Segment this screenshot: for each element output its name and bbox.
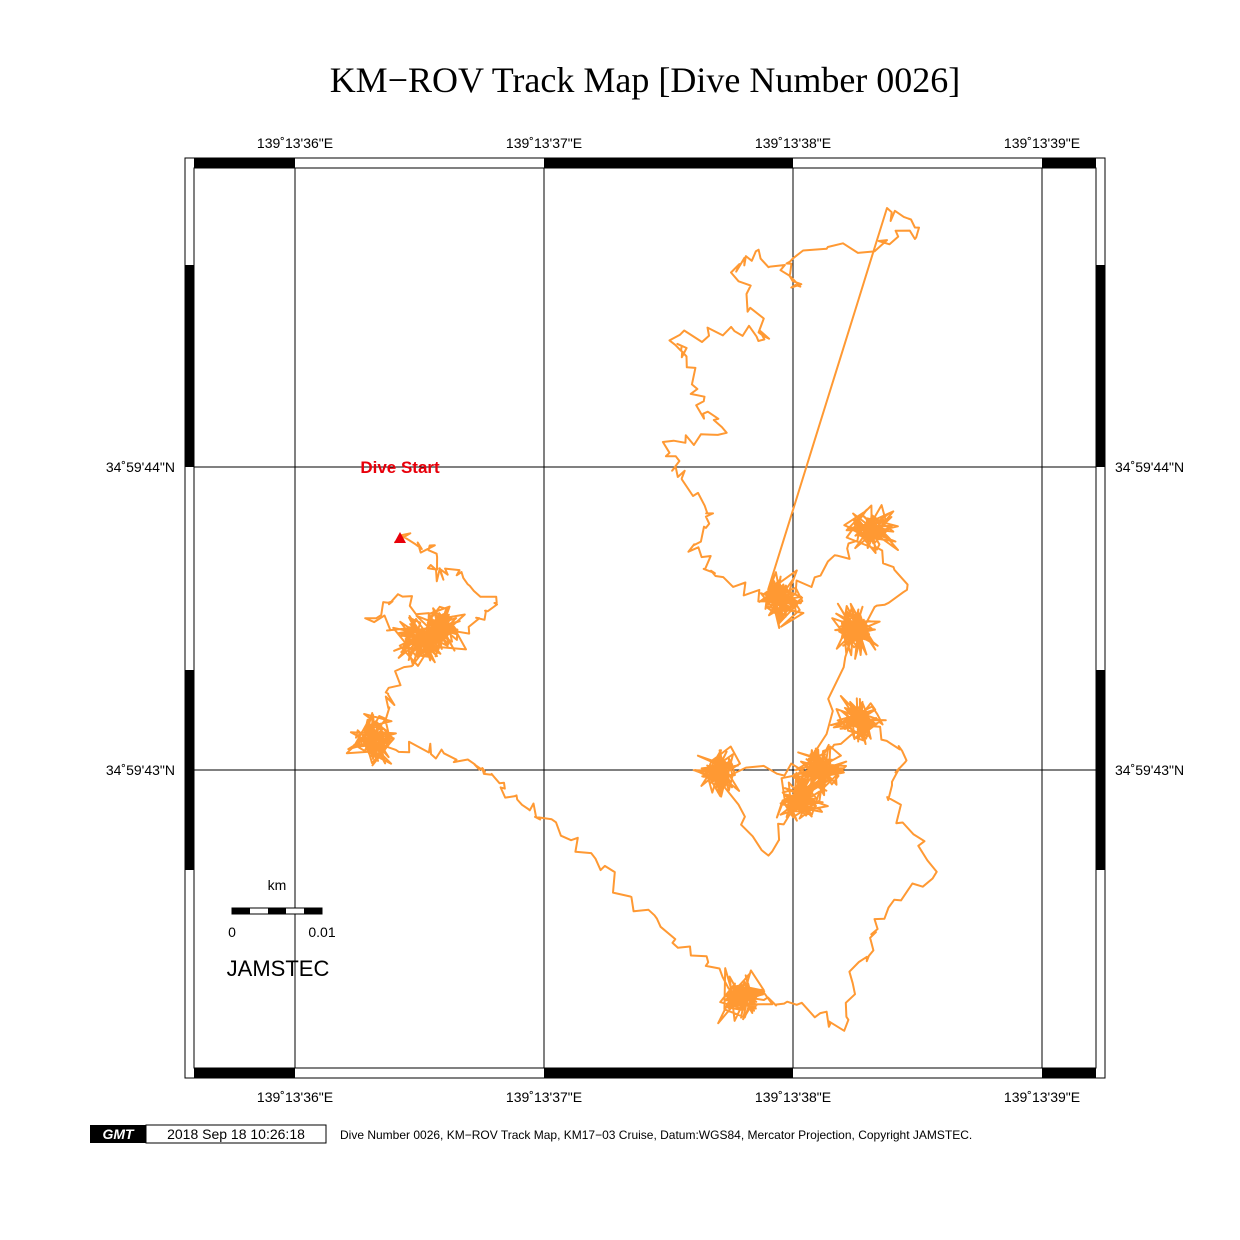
timestamp-box [145, 1124, 327, 1144]
checker [1042, 1068, 1096, 1078]
scale-label: 0.01 [308, 924, 335, 940]
checker [194, 158, 295, 168]
scale-bar: km 0 0.01 JAMSTEC [227, 877, 336, 981]
lat-labels: 34˚59'44"N 34˚59'43"N 34˚59'44"N 34˚59'4… [106, 459, 1184, 778]
title: KM−ROV Track Map [Dive Number 0026] [330, 60, 961, 100]
scale-seg [268, 908, 286, 914]
rov-track [345, 207, 938, 1032]
checker [544, 1068, 793, 1078]
scale-seg [304, 908, 322, 914]
lon-label: 139˚13'39"E [1004, 135, 1080, 151]
footer: GMT 2018 Sep 18 10:26:18 Dive Number 002… [90, 1124, 972, 1144]
lon-label: 139˚13'36"E [257, 135, 333, 151]
lon-label: 139˚13'36"E [257, 1089, 333, 1105]
lat-label: 34˚59'44"N [1115, 459, 1184, 475]
start-label: Dive Start [360, 458, 440, 477]
lon-label: 139˚13'37"E [506, 135, 582, 151]
timestamp: 2018 Sep 18 10:26:18 [167, 1126, 305, 1142]
checker [1096, 265, 1105, 467]
scale-label: 0 [228, 924, 236, 940]
logo: GMT [102, 1126, 135, 1142]
lon-label: 139˚13'38"E [755, 135, 831, 151]
scale-seg [232, 908, 250, 914]
organization: JAMSTEC [227, 956, 330, 981]
start-marker [394, 532, 406, 543]
lat-label: 34˚59'43"N [1115, 762, 1184, 778]
lat-label: 34˚59'44"N [106, 459, 175, 475]
checker-border [185, 158, 1105, 1078]
lon-label: 139˚13'38"E [755, 1089, 831, 1105]
checker [544, 158, 793, 168]
graticule [194, 168, 1096, 1068]
caption: Dive Number 0026, KM−ROV Track Map, KM17… [340, 1128, 972, 1142]
scale-unit: km [268, 877, 287, 893]
lon-labels: 139˚13'36"E 139˚13'37"E 139˚13'38"E 139˚… [257, 135, 1080, 1105]
checker [185, 670, 194, 870]
checker [1096, 670, 1105, 870]
lon-label: 139˚13'37"E [506, 1089, 582, 1105]
logo-box [90, 1125, 146, 1143]
checker [1042, 158, 1096, 168]
lat-label: 34˚59'43"N [106, 762, 175, 778]
lon-label: 139˚13'39"E [1004, 1089, 1080, 1105]
checker [194, 1068, 295, 1078]
checker [185, 265, 194, 467]
